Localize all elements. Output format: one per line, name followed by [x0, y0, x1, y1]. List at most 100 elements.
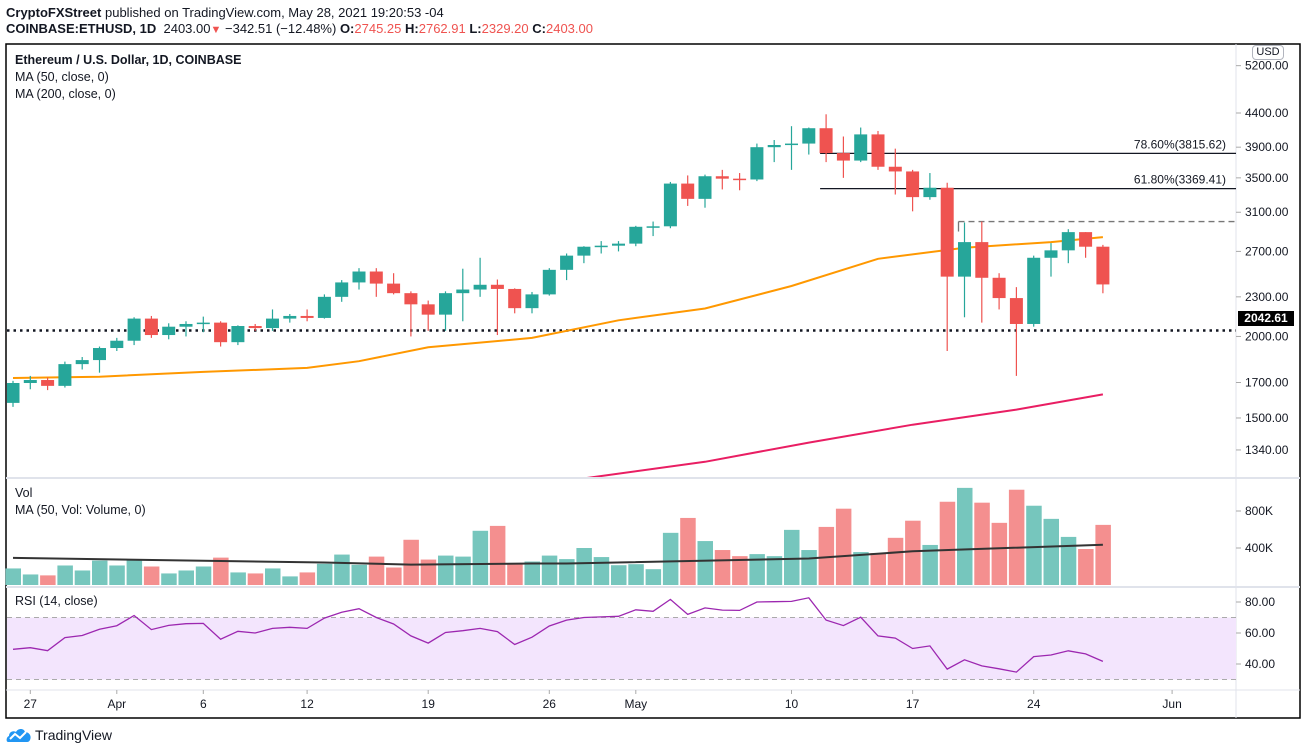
candle[interactable]: [819, 114, 833, 163]
volume-bar: [784, 529, 800, 585]
candle-body: [698, 176, 712, 199]
candle[interactable]: [681, 175, 695, 206]
legend-volume[interactable]: Vol: [15, 486, 33, 500]
candle[interactable]: [93, 346, 106, 373]
candle[interactable]: [439, 291, 452, 331]
candle[interactable]: [421, 300, 435, 331]
candle[interactable]: [231, 325, 245, 346]
volume-bar: [576, 548, 592, 585]
candle[interactable]: [58, 361, 72, 388]
candle[interactable]: [196, 316, 210, 333]
candle[interactable]: [1096, 244, 1110, 294]
chart-frame: [5, 43, 1301, 719]
candle[interactable]: [767, 140, 781, 163]
candle[interactable]: [733, 173, 747, 191]
candle[interactable]: [490, 279, 504, 336]
candle[interactable]: [646, 221, 660, 237]
candle[interactable]: [317, 294, 331, 319]
symbol-info: COINBASE:ETHUSD, 1D 2403.00▼ −342.51 (−1…: [6, 21, 593, 36]
legend-volume-ma[interactable]: MA (50, Vol: Volume, 0): [15, 503, 146, 517]
candle[interactable]: [1061, 229, 1075, 264]
candle[interactable]: [214, 321, 228, 347]
candle[interactable]: [404, 291, 418, 337]
candle[interactable]: [248, 323, 262, 331]
chart-title[interactable]: Ethereum / U.S. Dollar, 1D, COINBASE: [15, 53, 242, 67]
candle-body: [300, 315, 314, 318]
candle[interactable]: [1009, 287, 1023, 376]
candle[interactable]: [560, 253, 574, 281]
candle[interactable]: [854, 127, 868, 163]
candle-body: [663, 183, 677, 227]
candle[interactable]: [300, 309, 314, 322]
candle[interactable]: [456, 268, 470, 322]
candle[interactable]: [283, 313, 297, 323]
candle[interactable]: [715, 169, 729, 190]
legend-rsi[interactable]: RSI (14, close): [15, 594, 98, 608]
candle[interactable]: [144, 315, 158, 338]
candle[interactable]: [352, 268, 366, 290]
candle[interactable]: [940, 182, 954, 351]
candle-body: [836, 153, 850, 161]
symbol-label: COINBASE:ETHUSD, 1D: [6, 21, 157, 36]
candle[interactable]: [785, 126, 798, 170]
volume-bar: [92, 560, 108, 585]
candle[interactable]: [663, 181, 677, 229]
candle[interactable]: [525, 291, 539, 314]
volume-bar: [645, 569, 662, 585]
volume-bar: [818, 526, 835, 585]
candle[interactable]: [577, 246, 591, 264]
price-axis-label: 1500.00: [1245, 411, 1289, 425]
candle[interactable]: [958, 222, 971, 318]
candle[interactable]: [387, 273, 401, 295]
volume-ma-line: [12, 543, 1103, 566]
candle[interactable]: [612, 241, 625, 252]
candle[interactable]: [75, 357, 89, 370]
candle-body: [58, 364, 72, 386]
candle-body: [7, 383, 20, 403]
candle[interactable]: [1027, 255, 1041, 327]
legend-ma200[interactable]: MA (200, close, 0): [15, 87, 116, 101]
candle[interactable]: [110, 337, 124, 351]
candle[interactable]: [836, 136, 850, 178]
triangle-down-icon: ▼: [210, 24, 222, 36]
candle[interactable]: [369, 268, 383, 297]
candle[interactable]: [23, 375, 37, 390]
tradingview-logo[interactable]: TradingView: [6, 727, 112, 743]
candle[interactable]: [750, 143, 764, 182]
candle[interactable]: [923, 173, 937, 200]
volume-bar: [1078, 549, 1094, 585]
candle-body: [387, 283, 401, 294]
candle[interactable]: [7, 380, 20, 407]
candle[interactable]: [508, 288, 522, 314]
candle[interactable]: [802, 127, 816, 155]
candle[interactable]: [162, 323, 176, 340]
candle[interactable]: [127, 317, 141, 346]
candle-body: [1061, 232, 1075, 251]
price-pane[interactable]: 78.60%(3815.62) 61.80%(3369.41): [7, 114, 1237, 478]
candle[interactable]: [335, 280, 349, 302]
candle[interactable]: [698, 174, 712, 208]
candle[interactable]: [594, 241, 608, 254]
last-price: 2403.00: [163, 21, 211, 36]
publisher-name[interactable]: CryptoFXStreet: [6, 5, 102, 20]
volume-bar: [316, 563, 333, 585]
candle[interactable]: [1079, 232, 1093, 258]
candle[interactable]: [1044, 243, 1058, 277]
candle[interactable]: [179, 321, 193, 337]
currency-button[interactable]: USD: [1252, 45, 1284, 60]
volume-pane[interactable]: [5, 487, 1111, 585]
rsi-pane[interactable]: [7, 597, 1236, 680]
candle[interactable]: [629, 225, 643, 247]
candle[interactable]: [975, 221, 989, 323]
candle[interactable]: [906, 169, 920, 212]
candle[interactable]: [266, 309, 279, 331]
legend-ma50[interactable]: MA (50, close, 0): [15, 70, 109, 84]
candle[interactable]: [888, 148, 902, 195]
candle[interactable]: [41, 377, 55, 391]
ma200-line: [586, 393, 1104, 477]
candle[interactable]: [992, 273, 1006, 310]
candle[interactable]: [871, 130, 885, 170]
candle[interactable]: [542, 268, 556, 296]
candle[interactable]: [473, 257, 487, 297]
